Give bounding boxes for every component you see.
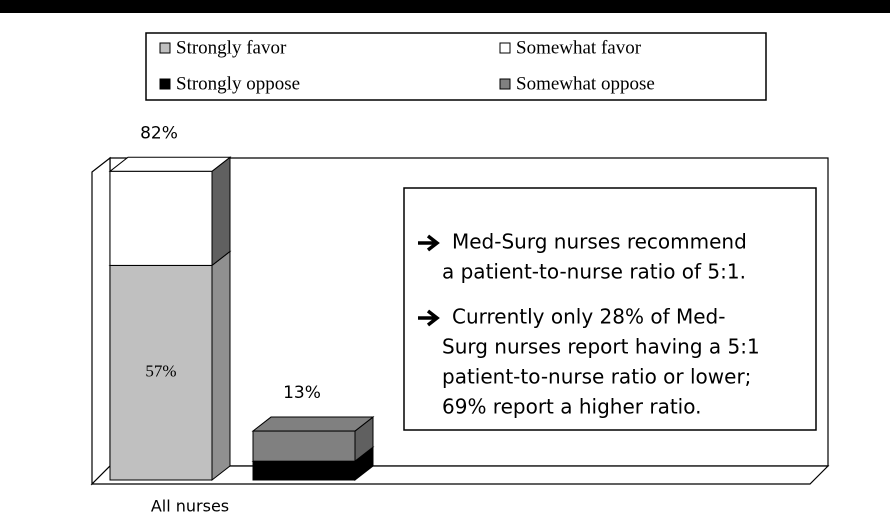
callout-line: Surg nurses report having a 5:1 [442, 335, 760, 359]
header-rule [0, 0, 890, 13]
legend-label: Strongly favor [176, 37, 287, 58]
legend-label: Strongly oppose [176, 73, 300, 94]
callout: Med-Surg nurses recommend a patient-to-nu… [418, 230, 760, 419]
callout-line: Med-Surg nurses recommend [452, 230, 747, 254]
legend-swatch [499, 78, 511, 90]
data-label: 5% [293, 463, 316, 482]
bar-top [251, 416, 375, 432]
legend-label: Somewhat oppose [516, 73, 655, 94]
legend-label: Somewhat favor [516, 37, 642, 58]
callout-line: patient-to-nurse ratio or lower; [442, 365, 751, 389]
bar-side-shade [355, 447, 373, 480]
callout-box [403, 187, 817, 431]
side-wall [91, 156, 111, 486]
bar-side-shade [212, 251, 230, 480]
bars [108, 156, 375, 482]
bar [252, 430, 356, 462]
bullet-arrow [418, 234, 440, 252]
bar-side-shade [212, 157, 230, 266]
legend [145, 32, 767, 101]
data-label: 57% [145, 362, 176, 381]
total-label: 82% [140, 123, 178, 143]
callout-line: a patient-to-nurse ratio of 5:1. [442, 260, 746, 284]
legend-swatch [499, 42, 511, 54]
callout-line: 69% report a higher ratio. [442, 395, 701, 419]
x-tick-label: All nurses [151, 497, 229, 516]
callout-line: Currently only 28% of Med- [452, 305, 725, 329]
total-label: 13% [283, 383, 321, 403]
bar [109, 264, 213, 481]
legend-swatch [159, 78, 171, 90]
bar-top [108, 156, 232, 172]
bullet-arrow [418, 309, 440, 327]
labels: 57% 5% 82% 13% All nurses [140, 123, 321, 515]
legend-swatch [159, 42, 171, 54]
bar [109, 170, 213, 266]
